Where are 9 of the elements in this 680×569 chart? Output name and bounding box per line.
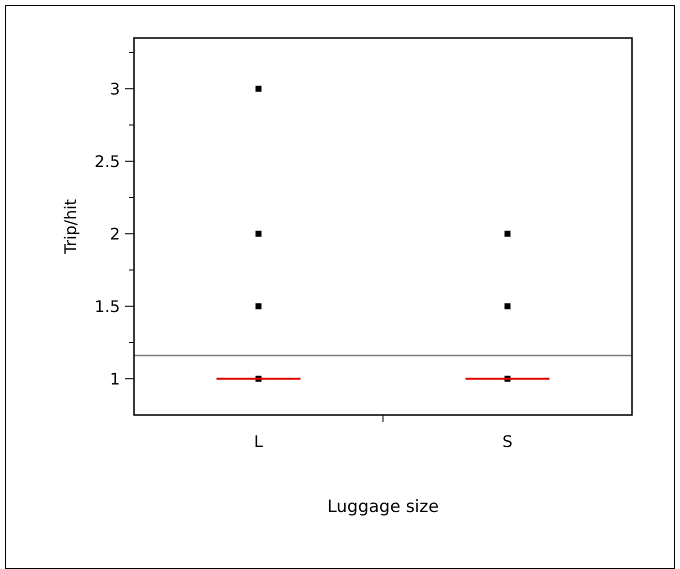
y-axis-title: Trip/hit: [61, 199, 80, 255]
y-tick-label: 1: [110, 369, 120, 388]
y-tick-label: 1.5: [94, 296, 120, 316]
x-axis-title: Luggage size: [327, 497, 439, 517]
y-tick-label: 2: [110, 224, 120, 244]
x-tick-label: S: [502, 432, 513, 451]
y-tick-label: 3: [110, 79, 120, 98]
y-tick-label: 2.5: [94, 152, 120, 171]
x-tick-label: L: [254, 432, 264, 451]
